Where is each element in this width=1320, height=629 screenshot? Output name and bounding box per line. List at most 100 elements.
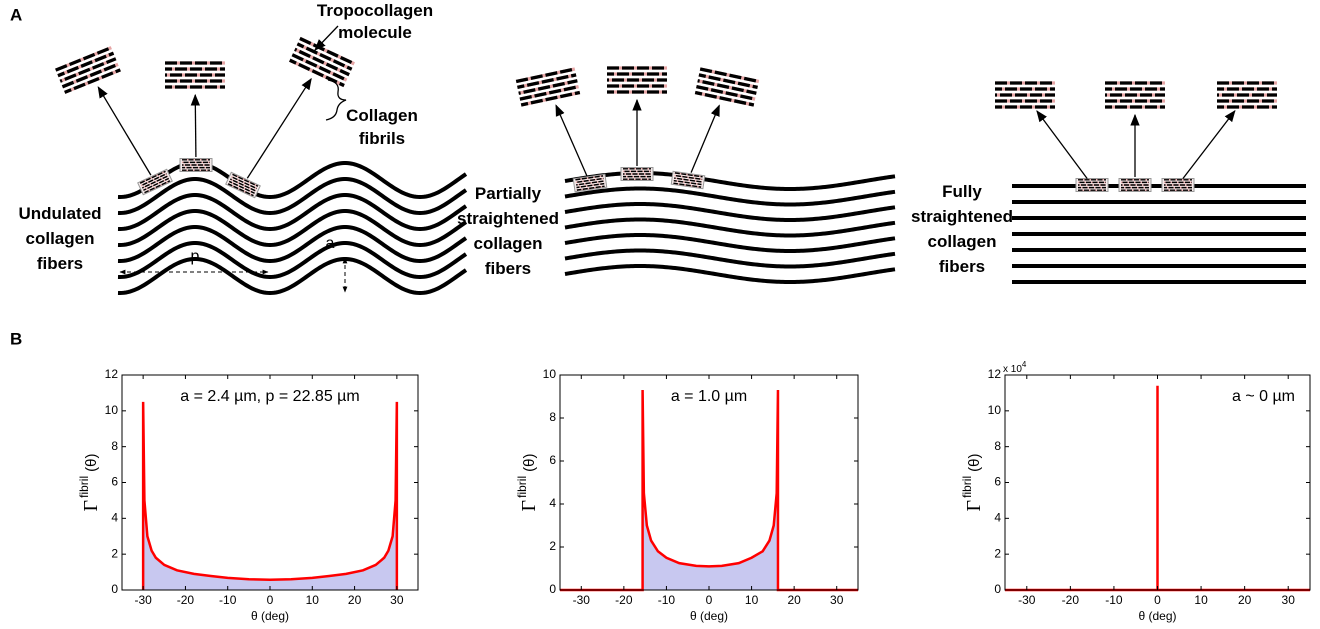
diagram-label: Partially straightened collagen fibers [457, 184, 559, 278]
fibril-bundle [692, 65, 762, 109]
x-tick-label: 20 [787, 593, 801, 607]
multiplier-exponent: 4 [1022, 360, 1027, 369]
y-label-sup: fibril [515, 476, 529, 498]
fibril-bundle [993, 80, 1057, 110]
x-tick-label: -10 [658, 593, 676, 607]
y-tick-label: 0 [994, 582, 1001, 596]
annotation: a ~ 0 µm [1232, 388, 1295, 405]
fiber [117, 257, 468, 296]
line [141, 401, 399, 590]
y-tick-label: 8 [994, 439, 1001, 453]
fiber [117, 209, 468, 248]
panel-label: B [10, 329, 22, 348]
y-tick-label: 2 [111, 546, 118, 560]
x-tick-label: -20 [1062, 593, 1080, 607]
y-tick-label: 10 [988, 403, 1002, 417]
x-axis-label: θ (deg) [690, 609, 728, 623]
molecule [576, 180, 604, 186]
y-label-arg: (θ) [521, 454, 538, 472]
fiber [564, 202, 896, 222]
molecule [519, 85, 579, 101]
x-tick-label: 0 [267, 593, 274, 607]
arrow [314, 25, 339, 51]
diagram-label: Undulated collagen fibers [18, 204, 101, 273]
molecule [142, 175, 168, 189]
plot-frame [121, 374, 419, 591]
diagram-label: Fully straightened collagen fibers [911, 182, 1013, 276]
molecule [575, 175, 604, 181]
y-tick-label: 6 [994, 475, 1001, 489]
x-tick-label: -10 [1105, 593, 1123, 607]
molecule [576, 182, 605, 189]
y-tick-label: 8 [549, 410, 556, 424]
x-axis-label: θ (deg) [1138, 609, 1176, 623]
arrow [1182, 109, 1236, 180]
x-axis-label: θ (deg) [251, 609, 289, 623]
y-tick-label: 2 [549, 539, 556, 553]
fiber [117, 161, 468, 200]
fiber [564, 248, 896, 269]
y-tick-label: 0 [549, 582, 556, 596]
molecule [227, 183, 254, 197]
label-line: straightened [457, 209, 559, 228]
y-tick-label: 4 [111, 511, 118, 525]
molecule [674, 177, 702, 183]
y-tick-label: 4 [549, 496, 556, 510]
y-tick-label: 8 [111, 439, 118, 453]
label-line: fibers [939, 257, 985, 276]
label-line: fibrils [359, 129, 405, 148]
fibril-bundle [572, 173, 608, 193]
fibril-bundle [137, 168, 173, 196]
fibril-bundle [670, 170, 706, 190]
x-tick-label: 0 [706, 593, 713, 607]
molecule [230, 178, 256, 192]
fibril-bundle [225, 171, 261, 199]
annotation: a = 1.0 µm [671, 388, 747, 405]
y-tick-label: 12 [988, 367, 1002, 381]
molecule [673, 179, 702, 186]
label-line: straightened [911, 207, 1013, 226]
molecule [291, 53, 348, 82]
y-tick-label: 12 [105, 367, 119, 381]
y-label-symbol: Γ [518, 500, 540, 512]
fibril-bundle [1215, 80, 1279, 110]
y-label-sup: fibril [77, 476, 91, 498]
label-line: Undulated [18, 204, 101, 223]
y-axis-label: Γfibril (θ) [960, 454, 984, 512]
molecule [575, 177, 604, 184]
arrow [190, 93, 201, 158]
plot-frame [559, 374, 859, 591]
fibril-bundle [179, 158, 213, 172]
fiber [117, 241, 468, 280]
y-axis-label: Γfibril (θ) [77, 454, 101, 512]
x-tick-label: 30 [390, 593, 404, 607]
fibril-bundle [163, 60, 227, 90]
line [1005, 385, 1310, 592]
x-tick-label: -30 [134, 593, 152, 607]
y-tick-label: 6 [549, 453, 556, 467]
molecule [576, 185, 605, 191]
x-tick-label: -10 [219, 593, 237, 607]
fibril-bundle [52, 44, 124, 96]
brace [325, 79, 347, 121]
multiplier-base: x 10 [1003, 364, 1022, 375]
molecule [674, 172, 703, 178]
y-axis-label: Γfibril (θ) [515, 454, 539, 512]
arrow [97, 86, 152, 176]
fibril-bundle [1161, 178, 1195, 192]
fiber [117, 225, 468, 264]
y-tick-label: 2 [994, 546, 1001, 560]
fiber [564, 264, 896, 284]
molecule [139, 170, 166, 184]
fibril-bundle [605, 65, 669, 95]
label-line: Partially [475, 184, 542, 203]
fiber [117, 177, 468, 216]
diagram-label: Tropocollagen molecule [317, 1, 433, 42]
amplitude-label: a [326, 235, 335, 252]
area [143, 401, 397, 590]
fiber [564, 186, 896, 207]
y-label-sup: fibril [960, 476, 974, 498]
molecule [55, 46, 112, 72]
arrow [555, 104, 588, 176]
y-tick-label: 4 [994, 511, 1001, 525]
